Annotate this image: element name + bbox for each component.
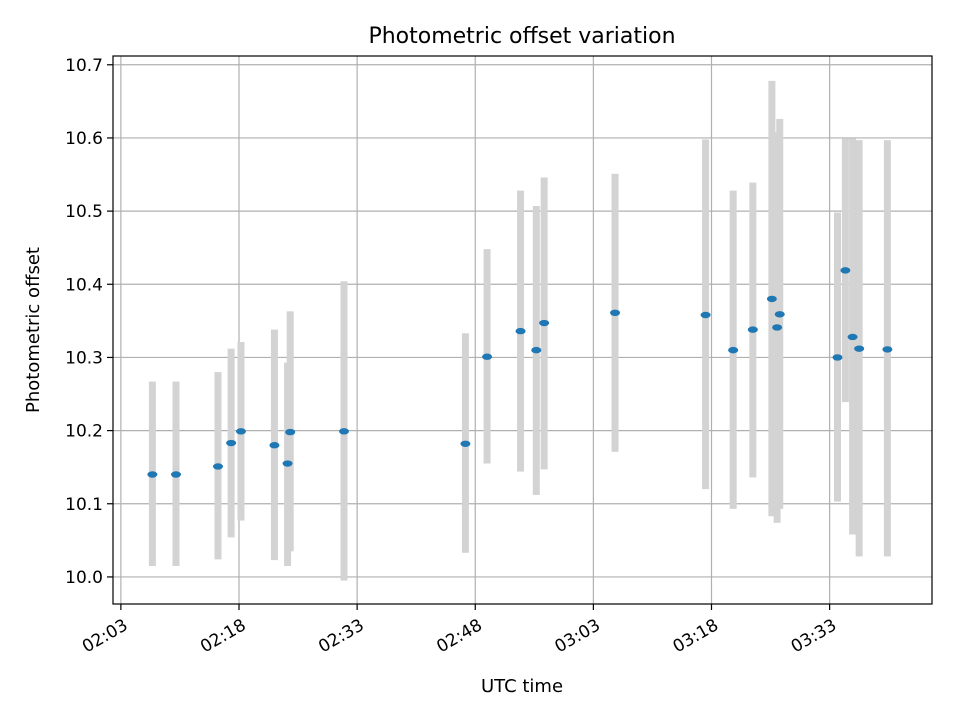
data-point	[482, 353, 493, 360]
data-point	[700, 311, 711, 319]
x-tick-label: 03:18	[670, 615, 722, 657]
data-point	[235, 428, 246, 435]
x-tick-label: 03:03	[551, 615, 603, 657]
chart-title: Photometric offset variation	[368, 24, 675, 49]
data-point	[882, 346, 893, 353]
x-tick-label: 02:03	[79, 615, 131, 657]
data-point	[339, 428, 349, 435]
data-point	[774, 311, 785, 318]
y-axis-ticks: 10.0 10.1 10.2 10.3 10.4 10.5 10.6 10.7	[65, 56, 113, 588]
data-point	[847, 333, 858, 341]
data-point	[147, 471, 158, 478]
y-axis-label: Photometric offset	[23, 247, 44, 413]
x-axis-label: UTC time	[481, 676, 563, 697]
data-point	[840, 267, 851, 274]
data-point	[772, 324, 783, 331]
x-axis-ticks: 02:03 02:18 02:33 02:48 03:03 03:18 03:33	[79, 604, 840, 657]
x-tick-label: 02:33	[315, 615, 367, 657]
data-point	[171, 471, 181, 478]
y-tick-label: 10.6	[65, 129, 103, 149]
data-points	[147, 267, 893, 478]
y-tick-label: 10.5	[65, 202, 103, 222]
y-tick-label: 10.1	[65, 495, 103, 515]
data-point	[766, 295, 777, 303]
data-point	[854, 345, 865, 352]
data-point	[515, 327, 526, 335]
data-point	[728, 346, 739, 354]
x-tick-label: 02:18	[197, 615, 249, 657]
data-point	[832, 354, 843, 361]
data-point	[226, 439, 237, 447]
data-point	[460, 440, 471, 447]
y-tick-label: 10.0	[65, 568, 103, 588]
data-point	[747, 326, 758, 333]
plot-frame	[112, 55, 933, 605]
x-tick-label: 03:33	[788, 615, 840, 657]
x-tick-label: 02:48	[433, 615, 485, 657]
y-tick-label: 10.3	[65, 348, 103, 368]
data-point	[285, 428, 296, 436]
data-point	[269, 442, 280, 449]
y-tick-label: 10.4	[65, 275, 103, 295]
data-point	[213, 463, 223, 470]
data-point	[610, 309, 621, 317]
data-point	[282, 460, 293, 467]
data-point	[531, 346, 542, 354]
data-point	[539, 319, 550, 327]
y-tick-label: 10.2	[65, 422, 103, 442]
y-tick-label: 10.7	[65, 56, 103, 76]
